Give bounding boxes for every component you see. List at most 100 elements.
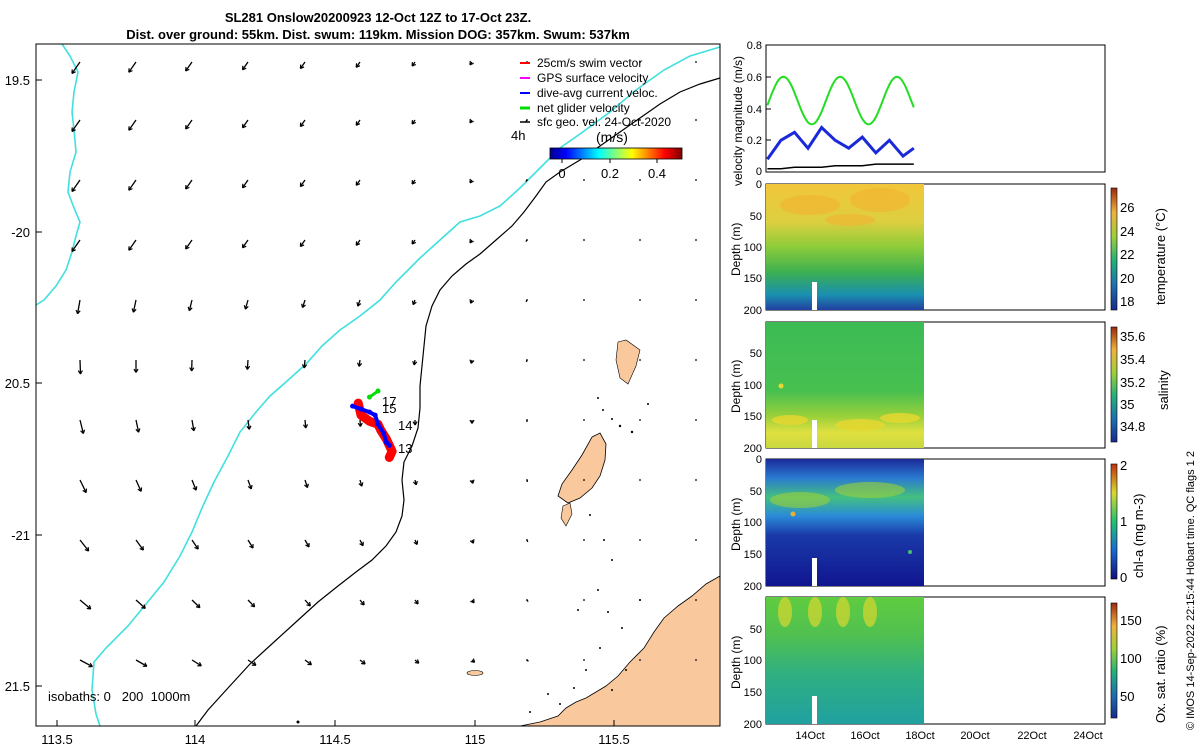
current-vector: [128, 61, 137, 73]
current-vector: [247, 599, 256, 608]
current-vector: [135, 539, 144, 551]
current-vector: [639, 479, 641, 481]
current-vector: [526, 599, 529, 603]
map-axes: 17 15 14 13 113.5 114 114.5 115 115.5 19…: [5, 43, 721, 747]
arrow-scale-label: 4h: [511, 128, 525, 143]
current-vector: [187, 299, 193, 312]
current-vector: [355, 119, 361, 126]
current-vector: [299, 119, 306, 128]
vel-ytick-0.6: 0.6: [747, 72, 762, 84]
current-vector: [583, 119, 585, 121]
current-vector: [299, 61, 306, 70]
current-vector: [304, 479, 309, 489]
time-tick-14oct: 14Oct: [795, 730, 824, 742]
chl-cbar-label: chl-a (mg m-3): [1131, 493, 1146, 578]
track-point: [350, 403, 356, 409]
lat-tick-19.5: 19.5: [5, 73, 30, 88]
current-vector: [79, 479, 88, 494]
current-vector: [695, 299, 697, 301]
current-vector: [302, 419, 309, 429]
current-vector: [128, 179, 137, 191]
track-point: [386, 442, 392, 448]
track-point: [381, 430, 387, 436]
current-vector: [639, 179, 641, 181]
current-vector: [470, 598, 475, 604]
day-label-13: 13: [398, 441, 412, 456]
current-vector: [133, 360, 139, 373]
current-vector: [469, 359, 475, 364]
land-island-small: [560, 502, 573, 527]
current-vector: [185, 61, 193, 72]
current-vector: [135, 479, 143, 492]
map-title-line2: Dist. over ground: 55km. Dist. swum: 119…: [126, 27, 630, 42]
current-vector: [304, 599, 311, 607]
ox-ytick-200: 200: [744, 719, 762, 731]
current-vector: [304, 659, 313, 666]
ox-cbar-tick-50: 50: [1120, 689, 1134, 704]
current-vector: [355, 61, 361, 68]
series-net-glider-velocity: [766, 75, 915, 126]
speed-colorbar: (m/s) 0 0.2 0.4: [549, 129, 683, 181]
current-vector: [357, 419, 363, 427]
current-vector: [79, 419, 86, 435]
current-vector: [71, 61, 81, 75]
track-point: [388, 447, 397, 456]
lat-tick-21.5: 21.5: [5, 679, 30, 694]
current-vector: [412, 419, 418, 426]
ox-ytick-50: 50: [750, 624, 762, 636]
speed-colorbar-tick-0.4: 0.4: [648, 166, 666, 181]
current-vector: [135, 659, 148, 667]
chl-cbar-tick-1: 1: [1120, 514, 1127, 529]
current-vector: [77, 359, 83, 375]
current-vector: [304, 539, 310, 548]
land-island: [557, 432, 607, 504]
current-vector: [131, 299, 137, 313]
sal-cbar-tick-34.8: 34.8: [1120, 419, 1145, 434]
series-dive-avg-current-veloc-: [766, 125, 915, 161]
current-vector: [79, 659, 93, 668]
current-vector: [470, 658, 476, 663]
current-vector: [185, 119, 193, 130]
chl-ytick-100: 100: [744, 517, 762, 529]
chl-ytick-0: 0: [756, 454, 762, 466]
isobaths-label: isobaths: 0 200 1000m: [48, 689, 190, 704]
track-point: [385, 453, 394, 462]
legend-entry-dac: dive-avg current veloc.: [537, 86, 658, 100]
legend-entry-swim: 25cm/s swim vector: [537, 56, 642, 70]
speed-colorbar-label: (m/s): [596, 129, 628, 145]
current-vector: [583, 479, 585, 481]
current-vector: [359, 539, 364, 547]
ox-ylabel: Depth (m): [729, 636, 743, 689]
temp-cbar-tick-18: 18: [1120, 294, 1134, 309]
current-vector: [526, 419, 528, 423]
current-vector: [356, 299, 362, 307]
temperature-section: Depth (m) 0 50 100 150 200 18 20 22 24 2…: [729, 179, 1168, 317]
time-tick-16oct: 16Oct: [850, 730, 879, 742]
current-vector: [71, 239, 81, 253]
ox-cbar-tick-100: 100: [1120, 651, 1142, 666]
current-vector: [469, 60, 474, 66]
current-vector: [355, 179, 361, 186]
time-tick-24oct: 24Oct: [1073, 730, 1102, 742]
velocity-series: [766, 75, 915, 170]
track-point: [358, 406, 364, 412]
sal-ytick-200: 200: [744, 443, 762, 455]
current-vector: [247, 659, 257, 666]
lon-tick-113.5: 113.5: [41, 732, 73, 747]
current-vector: [299, 179, 306, 188]
current-vector: [359, 599, 365, 606]
sal-cbar-tick-35.6: 35.6: [1120, 329, 1145, 344]
chl-cbar-tick-2: 2: [1120, 458, 1127, 473]
current-vector: [583, 659, 585, 661]
current-vector: [411, 239, 417, 245]
sal-cbar-tick-35: 35: [1120, 397, 1134, 412]
current-vector: [412, 359, 418, 366]
track-point: [375, 421, 381, 427]
current-vector: [526, 659, 529, 662]
legend-entry-net: net glider velocity: [537, 101, 630, 115]
ox-cbar-label: Ox. sat. ratio (%): [1153, 625, 1168, 723]
current-vector: [469, 539, 475, 544]
track-point: [367, 394, 373, 400]
map-title-line1: SL281 Onslow20200923 12-Oct 12Z to 17-Oc…: [225, 10, 531, 25]
